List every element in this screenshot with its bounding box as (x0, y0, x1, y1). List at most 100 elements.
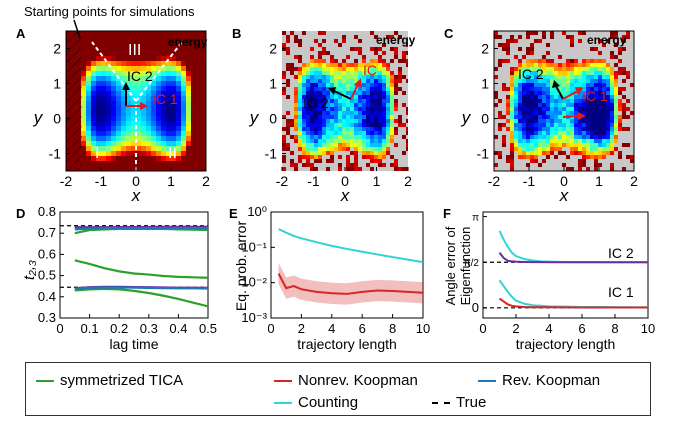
heatmap-cell (610, 83, 614, 87)
heatmap-cell (590, 79, 594, 83)
heatmap-cell (522, 107, 526, 111)
heatmap-cell (310, 67, 314, 71)
heatmap-cell (131, 76, 136, 81)
heatmap-cell (346, 91, 350, 95)
heatmap-cell (494, 67, 498, 71)
heatmap-cell (526, 99, 530, 103)
heatmap-cell (350, 71, 354, 75)
heatmap-cell (171, 106, 176, 111)
heatmap-cell (510, 87, 514, 91)
heatmap-cell (506, 87, 510, 91)
heatmap-cell (362, 155, 366, 159)
heatmap-cell (386, 107, 390, 111)
heatmap-cell (354, 119, 358, 123)
heatmap-cell (166, 96, 171, 101)
heatmap-cell (566, 75, 570, 79)
heatmap-cell (630, 111, 634, 115)
heatmap-cell (166, 71, 171, 76)
heatmap-cell (176, 81, 181, 86)
heatmap-cell (302, 79, 306, 83)
heatmap-cell (342, 95, 346, 99)
heatmap-cell (161, 31, 166, 36)
heatmap-cell (302, 87, 306, 91)
heatmap-cell (81, 146, 86, 151)
heatmap-cell (96, 151, 101, 156)
heatmap-cell (594, 167, 598, 171)
heatmap-cell (156, 36, 161, 41)
heatmap-cell (350, 163, 354, 167)
heatmap-cell (146, 111, 151, 116)
panel-a-ytick-label: 1 (53, 76, 61, 92)
heatmap-cell (186, 51, 191, 56)
heatmap-cell (146, 156, 151, 161)
heatmap-cell (602, 111, 606, 115)
heatmap-cell (131, 51, 136, 56)
heatmap-cell (570, 167, 574, 171)
heatmap-cell (86, 96, 91, 101)
heatmap-cell (502, 59, 506, 63)
heatmap-cell (131, 161, 136, 166)
heatmap-cell (546, 67, 550, 71)
heatmap-cell (598, 67, 602, 71)
heatmap-cell (191, 46, 196, 51)
heatmap-cell (562, 135, 566, 139)
heatmap-cell (171, 141, 176, 146)
heatmap-cell (378, 119, 382, 123)
heatmap-cell (610, 127, 614, 131)
heatmap-cell (338, 79, 342, 83)
panel-letter-c: C (444, 26, 454, 41)
heatmap-cell (146, 76, 151, 81)
heatmap-cell (318, 75, 322, 79)
heatmap-cell (586, 71, 590, 75)
heatmap-cell (390, 71, 394, 75)
heatmap-cell (91, 51, 96, 56)
panel-d-plot (59, 211, 209, 319)
heatmap-cell (534, 111, 538, 115)
heatmap-cell (578, 83, 582, 87)
heatmap-cell (546, 51, 550, 55)
heatmap-cell (334, 71, 338, 75)
heatmap-cell (121, 156, 126, 161)
heatmap-cell (602, 107, 606, 111)
heatmap-cell (578, 79, 582, 83)
heatmap-cell (394, 75, 398, 79)
heatmap-cell (622, 39, 626, 43)
heatmap-cell (362, 115, 366, 119)
heatmap-cell (598, 63, 602, 67)
heatmap-cell (318, 43, 322, 47)
heatmap-cell (582, 99, 586, 103)
heatmap-cell (526, 103, 530, 107)
heatmap-cell (101, 156, 106, 161)
heatmap-cell (186, 31, 191, 36)
heatmap-cell (578, 67, 582, 71)
heatmap-cell (398, 119, 402, 123)
heatmap-cell (566, 123, 570, 127)
heatmap-cell (171, 91, 176, 96)
heatmap-cell (136, 101, 141, 106)
heatmap-cell (342, 75, 346, 79)
heatmap-cell (326, 139, 330, 143)
heatmap-cell (146, 41, 151, 46)
heatmap-cell (562, 139, 566, 143)
heatmap-cell (518, 91, 522, 95)
heatmap-cell (350, 63, 354, 67)
heatmap-cell (161, 76, 166, 81)
heatmap-cell (306, 63, 310, 67)
heatmap-cell (554, 139, 558, 143)
heatmap-cell (366, 71, 370, 75)
heatmap-cell (171, 111, 176, 116)
heatmap-cell (101, 166, 106, 171)
heatmap-cell (96, 46, 101, 51)
heatmap-cell (526, 35, 530, 39)
heatmap-cell (310, 119, 314, 123)
heatmap-cell (81, 41, 86, 46)
heatmap-cell (406, 63, 408, 67)
heatmap-cell (314, 67, 318, 71)
heatmap-cell (314, 39, 318, 43)
heatmap-cell (201, 96, 206, 101)
heatmap-cell (191, 166, 196, 171)
heatmap-cell (366, 115, 370, 119)
heatmap-cell (156, 81, 161, 86)
heatmap-cell (574, 111, 578, 115)
heatmap-cell (318, 91, 322, 95)
